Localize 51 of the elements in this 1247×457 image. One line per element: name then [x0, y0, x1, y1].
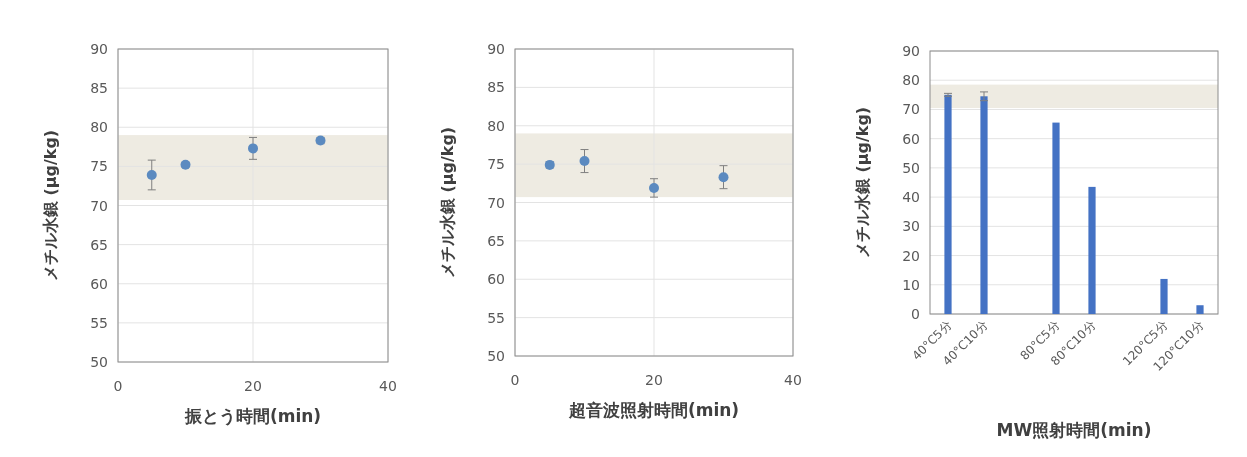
y-tick-label: 75 — [90, 158, 108, 175]
x-tick-label: 0 — [510, 372, 520, 388]
y-tick-label: 55 — [487, 309, 505, 326]
bar — [944, 94, 952, 314]
y-tick-label: 85 — [90, 80, 108, 97]
x-tick-label: 20 — [244, 378, 262, 394]
y-tick-label: 70 — [90, 197, 108, 214]
bar — [1160, 278, 1168, 314]
y-tick-label: 30 — [902, 218, 920, 235]
x-axis-title: MW照射時間(min) — [996, 420, 1152, 440]
y-tick-label: 90 — [902, 43, 920, 59]
y-tick-label: 65 — [90, 236, 108, 253]
y-axis-title: メチル水銀 (µg/kg) — [41, 129, 60, 282]
y-tick-label: 90 — [90, 41, 108, 57]
y-tick-label: 80 — [90, 119, 108, 136]
y-tick-label: 70 — [902, 101, 920, 118]
y-tick-label: 10 — [902, 276, 920, 293]
y-tick-label: 90 — [487, 41, 505, 57]
x-axis-title: 超音波照射時間(min) — [567, 400, 740, 420]
point — [649, 182, 659, 193]
x-tick-label: 40 — [379, 378, 397, 394]
y-tick-label: 50 — [90, 354, 108, 370]
x-tick-label: 40 — [784, 372, 802, 388]
y-tick-label: 20 — [902, 247, 920, 264]
bar — [1052, 122, 1060, 314]
y-tick-label: 80 — [487, 117, 505, 134]
point — [579, 156, 590, 167]
y-tick-label: 60 — [902, 130, 920, 147]
point — [146, 169, 157, 180]
bar — [1088, 186, 1096, 314]
y-tick-label: 50 — [487, 348, 505, 364]
point — [248, 143, 258, 154]
y-tick-label: 0 — [911, 306, 920, 322]
y-tick-label: 60 — [90, 275, 108, 292]
bar — [1196, 305, 1204, 314]
y-tick-label: 60 — [487, 271, 505, 288]
y-tick-label: 40 — [902, 189, 920, 206]
y-tick-label: 80 — [902, 72, 920, 89]
y-tick-label: 55 — [90, 314, 108, 331]
y-axis-title: メチル水銀 (µg/kg) — [853, 106, 872, 259]
y-tick-label: 65 — [487, 232, 505, 249]
y-tick-label: 70 — [487, 194, 505, 211]
y-tick-label: 85 — [487, 79, 505, 96]
x-tick-label: 20 — [645, 372, 663, 388]
x-axis-title: 振とう時間(min) — [183, 406, 322, 426]
y-tick-label: 75 — [487, 156, 505, 173]
point — [718, 172, 729, 183]
y-axis-title: メチル水銀 (µg/kg) — [438, 126, 457, 279]
bar — [980, 96, 988, 314]
x-tick-label: 0 — [113, 378, 123, 394]
y-tick-label: 50 — [902, 159, 920, 176]
